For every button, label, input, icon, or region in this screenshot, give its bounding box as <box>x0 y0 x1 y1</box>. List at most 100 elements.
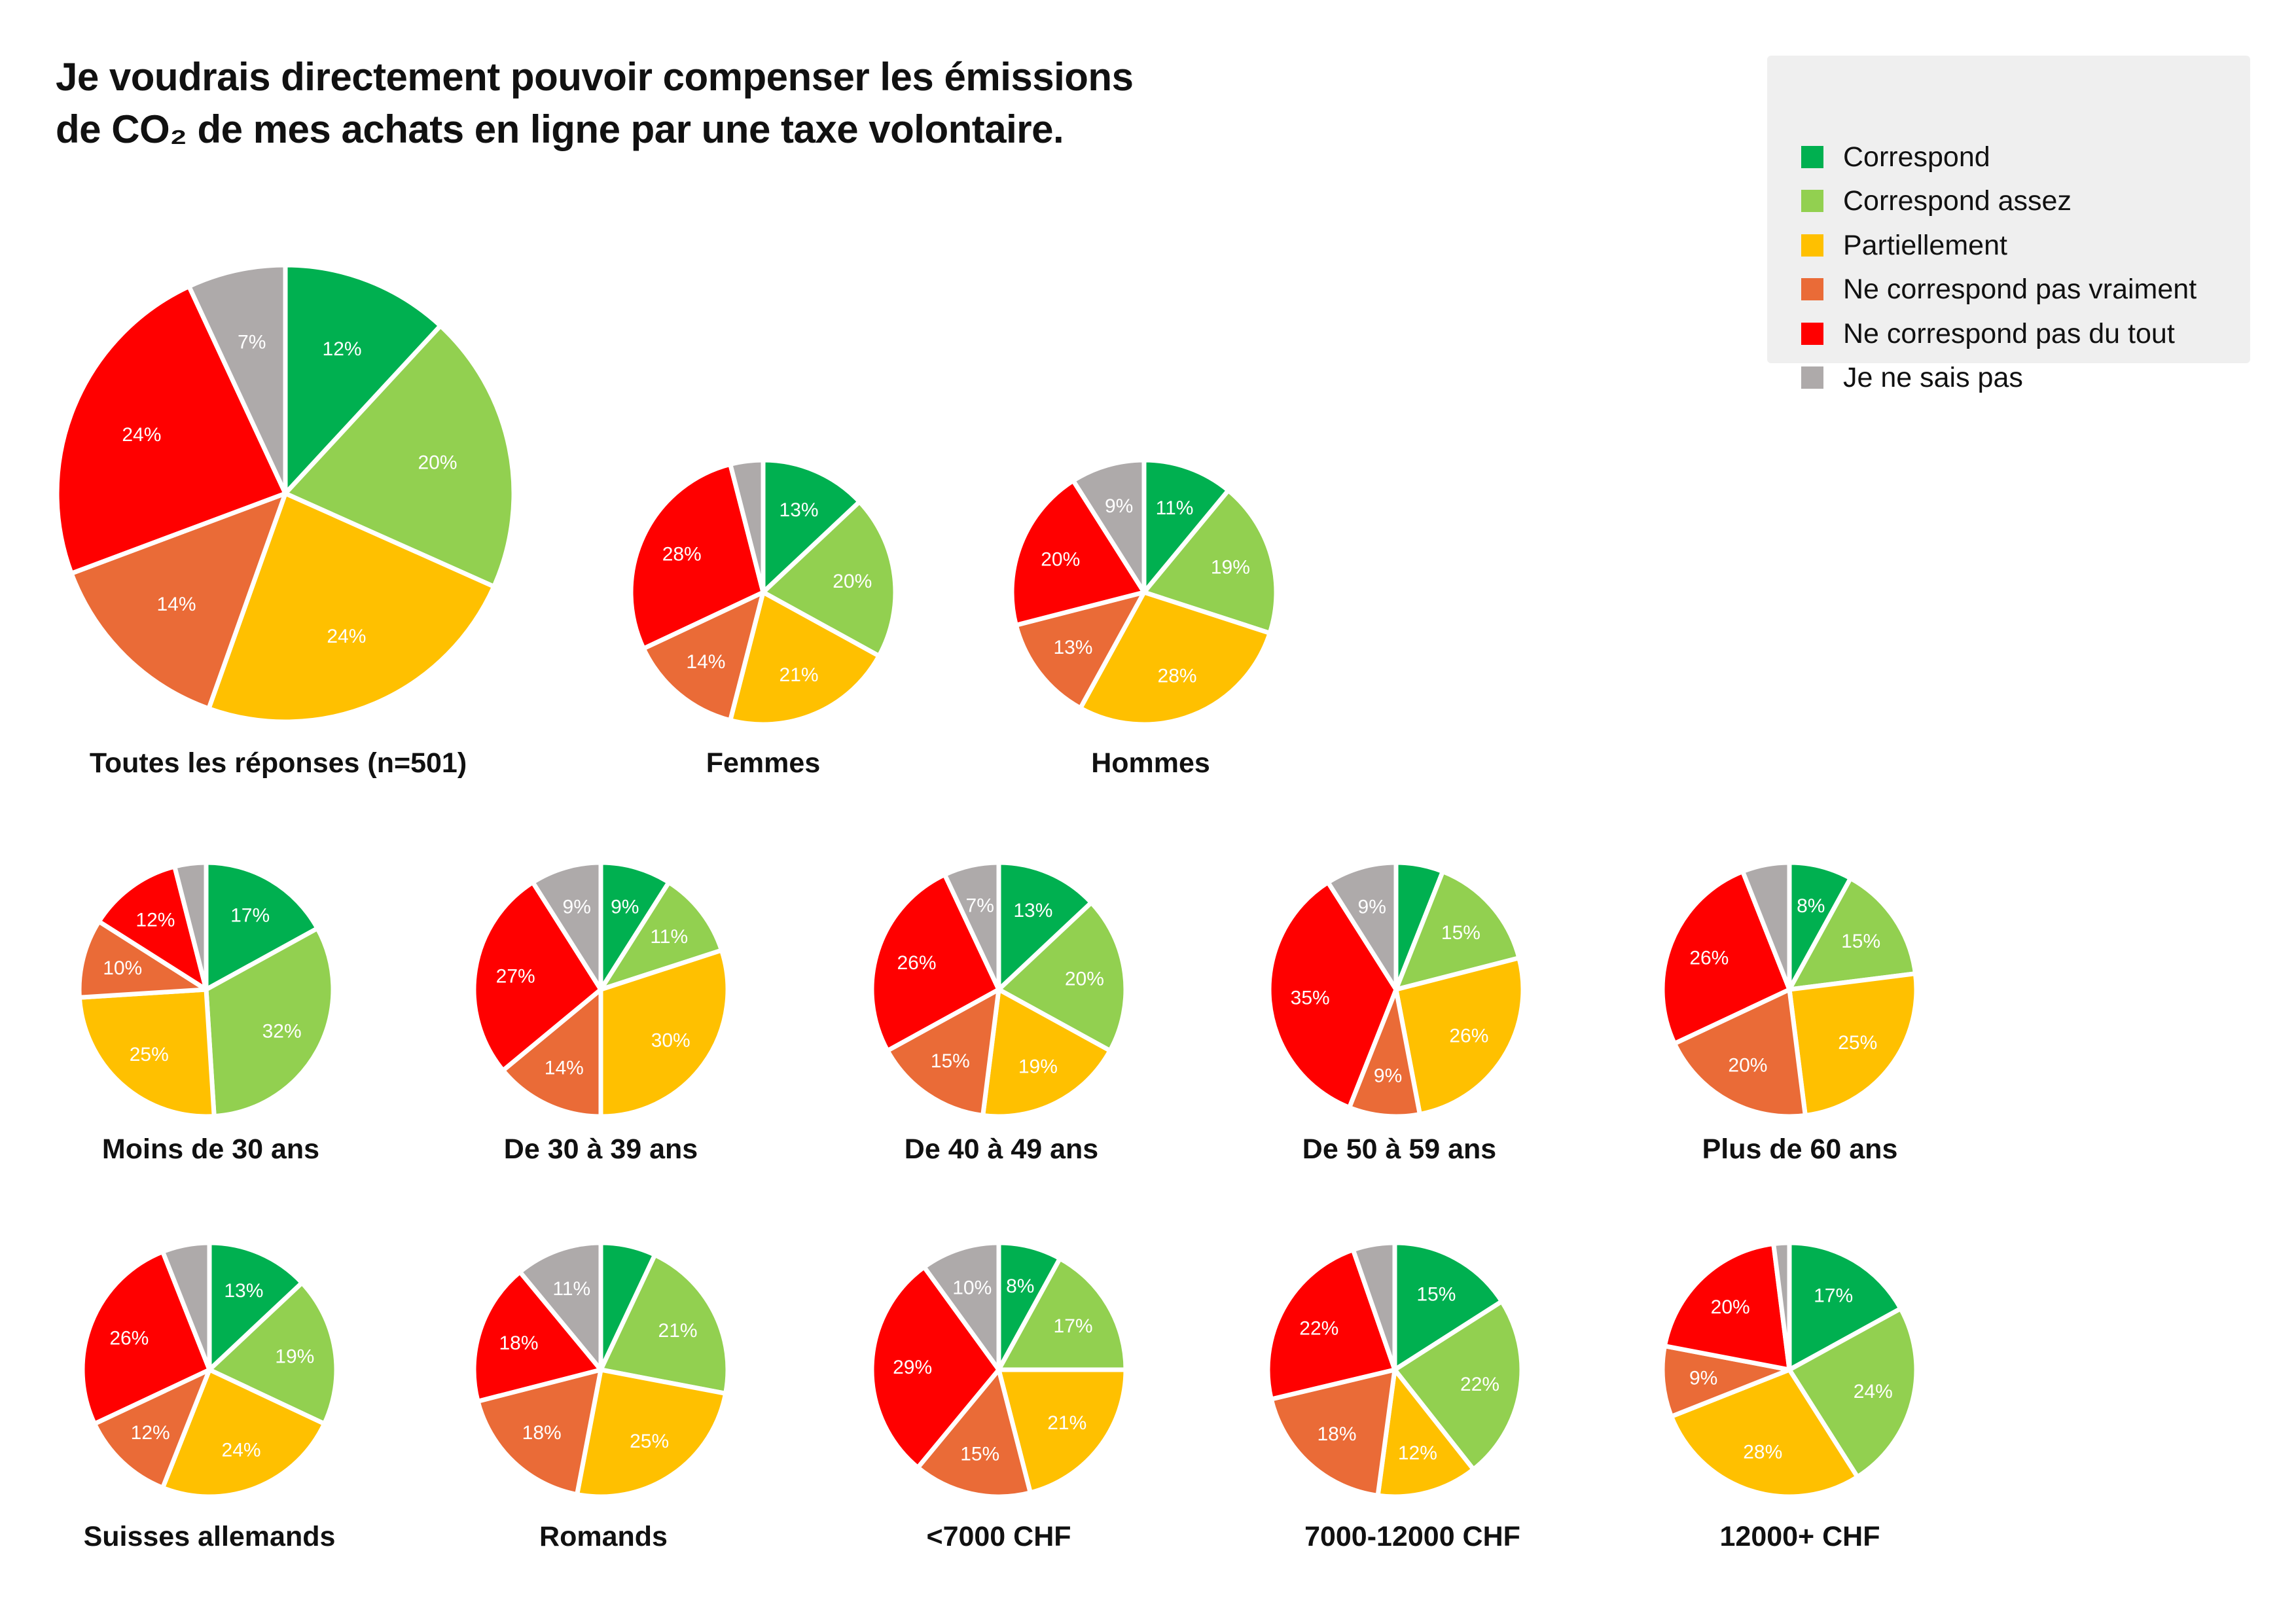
pie-slice <box>996 1367 1128 1495</box>
slice-label: 12% <box>323 338 362 360</box>
slice-label: 15% <box>931 1050 970 1072</box>
slice-label: 19% <box>1018 1056 1058 1078</box>
pie-slice <box>1393 955 1526 1117</box>
pie-slice <box>187 262 288 496</box>
legend-swatch <box>1801 234 1823 257</box>
legend-label: Ne correspond pas du tout <box>1843 317 2175 349</box>
pie-category-label: Moins de 30 ans <box>102 1133 319 1165</box>
pie-slice <box>92 1367 212 1490</box>
pie-slice <box>628 461 766 651</box>
pie-chart: 13% 20% 21% 14% 28% Femmes <box>628 457 898 779</box>
slice-label: 24% <box>222 1440 261 1461</box>
slice-label: 12% <box>131 1422 170 1444</box>
legend-swatch <box>1801 146 1823 168</box>
pie-slice <box>1392 1299 1524 1472</box>
slice-label: 15% <box>1841 931 1880 952</box>
slice-label: 8% <box>1797 895 1825 917</box>
pie-slice <box>1009 478 1147 628</box>
pie-slice <box>77 987 217 1119</box>
pie-slice <box>471 1270 603 1404</box>
slice-label: 28% <box>1158 666 1197 687</box>
pie-slice <box>1013 590 1147 711</box>
legend-item: Ne correspond pas du tout <box>1801 314 2175 353</box>
legend-item: Correspond <box>1801 137 1990 177</box>
slice-label: 8% <box>1006 1275 1034 1297</box>
slice-label: 18% <box>1317 1423 1356 1445</box>
pie-slice <box>598 1252 730 1396</box>
slice-label: 9% <box>1374 1065 1402 1086</box>
pie-slice <box>283 262 443 496</box>
slice-label: 9% <box>611 896 639 918</box>
pie-category-label: De 30 à 39 ans <box>504 1133 698 1165</box>
legend-label: Correspond <box>1843 141 1990 173</box>
slice-label: 21% <box>780 664 819 686</box>
slice-label: 28% <box>662 544 702 565</box>
slice-label: 12% <box>135 909 175 931</box>
legend-label: Je ne sais pas <box>1843 361 2023 393</box>
pie-slice <box>475 1367 603 1497</box>
pie-category-label: Romands <box>539 1521 668 1552</box>
pie-category-label: Hommes <box>1091 747 1210 779</box>
slice-label: 20% <box>833 571 872 592</box>
slice-label: 25% <box>130 1044 169 1065</box>
pie-slice <box>869 872 1001 1053</box>
slice-label: 9% <box>1689 1367 1717 1389</box>
legend-swatch <box>1801 323 1823 345</box>
pie-chart: 11% 19% 28% 13% 20% 9% Hommes <box>1009 457 1279 779</box>
pie-slice <box>761 499 898 658</box>
pie-slice <box>1392 1240 1505 1372</box>
slice-label: 26% <box>109 1327 149 1349</box>
slice-label: 9% <box>563 896 591 918</box>
pie-slice <box>1393 869 1522 992</box>
slice-label: 20% <box>1065 968 1104 990</box>
pie-slice <box>1771 1240 1792 1372</box>
pie-slice <box>885 987 1001 1118</box>
pie-category-label: De 40 à 49 ans <box>905 1133 1098 1165</box>
slice-label: 17% <box>230 904 270 926</box>
pie-slice <box>598 860 672 992</box>
slice-label: 21% <box>1047 1412 1086 1434</box>
slice-label: 19% <box>275 1346 314 1367</box>
slice-label: 11% <box>650 926 688 948</box>
legend-item: Correspond assez <box>1801 181 2072 221</box>
slice-label: 17% <box>1814 1285 1853 1306</box>
slice-label: 27% <box>496 965 535 987</box>
pie-category-label: <7000 CHF <box>926 1521 1071 1552</box>
legend-label: Correspond assez <box>1843 185 2072 217</box>
pie-slice <box>501 987 603 1119</box>
slice-label: 21% <box>658 1320 698 1342</box>
pie-category-label: 7000-12000 CHF <box>1304 1521 1520 1552</box>
slice-label: 9% <box>1358 896 1386 918</box>
slice-label: 14% <box>545 1057 584 1079</box>
pie-slice <box>1660 1344 1792 1419</box>
pie-slice <box>598 948 730 1119</box>
slice-label: 20% <box>1711 1296 1750 1318</box>
slice-label: 10% <box>952 1277 992 1299</box>
slice-label: 15% <box>1441 922 1480 944</box>
legend-label: Ne correspond pas vraiment <box>1843 273 2197 305</box>
pie-slice <box>1266 880 1399 1110</box>
slice-label: 28% <box>1743 1441 1782 1463</box>
slice-label: 22% <box>1460 1374 1499 1395</box>
slice-label: 20% <box>418 452 457 473</box>
slice-label: 13% <box>1013 900 1052 921</box>
pie-category-label: De 50 à 59 ans <box>1302 1133 1496 1165</box>
pie-slice <box>471 880 603 1073</box>
pie-slice <box>1071 457 1147 595</box>
chart-title: Je voudrais directement pouvoir compense… <box>56 51 1134 156</box>
slice-label: 7% <box>238 331 266 353</box>
pie-category-label: Suisses allemands <box>84 1521 336 1552</box>
slice-label: 29% <box>893 1357 932 1378</box>
pie-slice <box>598 880 725 992</box>
pie-slice <box>869 1264 1001 1470</box>
legend-swatch <box>1801 190 1823 212</box>
pie-category-label: 12000+ CHF <box>1719 1521 1880 1552</box>
pie-slice <box>54 284 288 576</box>
slice-label: 20% <box>1728 1055 1767 1077</box>
pie-slice <box>980 987 1113 1119</box>
slice-label: 19% <box>1211 557 1250 579</box>
slice-label: 14% <box>686 651 725 673</box>
slice-label: 26% <box>1449 1026 1488 1047</box>
legend-label: Partiellement <box>1843 229 2007 261</box>
slice-label: 12% <box>1398 1442 1437 1464</box>
